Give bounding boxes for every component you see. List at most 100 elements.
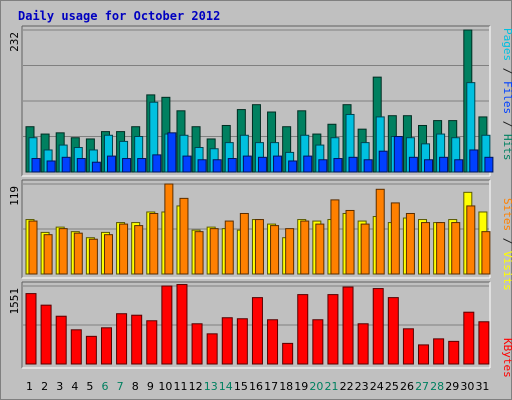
- bar-pages-day-28: [439, 156, 449, 173]
- bar-pages-day-11: [182, 155, 192, 173]
- bar-pages-day-16: [257, 156, 267, 173]
- panel-max-label: 119: [8, 186, 21, 206]
- bar-sites-day-2: [43, 234, 53, 275]
- bar-kbytes-day-6: [100, 327, 112, 365]
- bar-sites-day-5: [88, 238, 98, 275]
- legend-entry: /: [501, 61, 512, 81]
- legend-entry: Sites: [501, 198, 512, 231]
- x-tick-label: 15: [234, 380, 248, 393]
- bar-pages-day-8: [137, 158, 147, 173]
- legend-entry: Files: [501, 81, 512, 114]
- bar-pages-day-3: [61, 156, 71, 173]
- bar-pages-day-24: [378, 150, 388, 173]
- legend-entry: KBytes: [501, 338, 512, 378]
- bar-kbytes-day-1: [25, 293, 37, 365]
- bar-pages-day-30: [469, 149, 479, 173]
- bar-sites-day-9: [149, 212, 159, 275]
- bar-pages-day-17: [273, 155, 283, 173]
- bar-sites-day-31: [481, 231, 491, 275]
- x-axis-tick-labels: 1 2 3 4 5 6 7 8 9 10 11 12 13 14 15 16 17 18 19 20 21 22 23 24 2…: [26, 380, 489, 393]
- panel-series-legend: Sites / Visits: [501, 198, 512, 291]
- legend-entry: Visits: [501, 251, 512, 291]
- bar-sites-day-26: [405, 212, 415, 275]
- bar-kbytes-day-31: [478, 321, 490, 365]
- bar-kbytes-day-20: [312, 319, 324, 365]
- bar-sites-day-25: [390, 202, 400, 275]
- legend-entry: Hits: [501, 134, 512, 161]
- bar-sites-day-14: [224, 220, 234, 275]
- bar-pages-day-2: [46, 160, 56, 173]
- x-tick-label: 29: [445, 380, 459, 393]
- bar-kbytes-day-2: [40, 304, 52, 365]
- bar-pages-day-7: [122, 158, 132, 173]
- visits-panel: 119 Sites / Visits: [8, 179, 512, 291]
- bar-pages-day-19: [303, 155, 313, 173]
- bar-pages-day-12: [197, 159, 207, 173]
- hits-panel: 232 Pages / Files / Hits: [8, 25, 512, 177]
- bar-kbytes-day-5: [85, 335, 97, 365]
- bar-kbytes-day-23: [357, 323, 369, 365]
- bar-pages-day-14: [227, 158, 237, 173]
- bar-sites-day-16: [254, 219, 264, 275]
- bar-sites-day-18: [285, 228, 295, 275]
- bar-sites-day-12: [194, 231, 204, 275]
- panel-max-label: 1551: [8, 288, 21, 315]
- x-tick-label: 14: [219, 380, 233, 393]
- bar-pages-day-18: [288, 160, 298, 173]
- x-tick-label: 2: [41, 380, 48, 393]
- bar-sites-day-22: [345, 209, 355, 275]
- x-tick-label: 30: [460, 380, 474, 393]
- panel-series-legend: KBytes: [501, 338, 512, 378]
- bar-pages-day-23: [363, 159, 373, 173]
- bar-kbytes-day-29: [448, 340, 460, 365]
- bar-sites-day-4: [73, 232, 83, 275]
- x-tick-label: 23: [355, 380, 369, 393]
- chart-title: Daily usage for October 2012: [18, 9, 220, 23]
- x-tick-label: 8: [132, 380, 139, 393]
- x-tick-label: 16: [249, 380, 263, 393]
- bar-pages-day-31: [484, 156, 494, 173]
- bar-pages-day-13: [212, 159, 222, 173]
- bar-sites-day-24: [375, 188, 385, 275]
- chart-panels: 232 Pages / Files / Hits 119 Sites / Visits…: [8, 25, 512, 378]
- bar-sites-day-27: [421, 222, 431, 275]
- bar-pages-day-4: [76, 158, 86, 173]
- bar-kbytes-day-11: [176, 284, 188, 365]
- bar-kbytes-day-9: [146, 320, 158, 365]
- bar-sites-day-29: [451, 222, 461, 275]
- bar-pages-day-5: [91, 161, 101, 173]
- bar-sites-day-13: [209, 228, 219, 275]
- x-tick-label: 31: [475, 380, 489, 393]
- bar-pages-day-15: [242, 155, 252, 173]
- x-tick-label: 19: [294, 380, 308, 393]
- panel-series-legend: Pages / Files / Hits: [501, 28, 512, 161]
- legend-entry: /: [501, 114, 512, 134]
- bar-sites-day-1: [28, 220, 38, 275]
- x-tick-label: 7: [117, 380, 124, 393]
- bar-sites-day-8: [134, 225, 144, 275]
- x-tick-label: 18: [279, 380, 293, 393]
- bar-sites-day-28: [436, 222, 446, 275]
- x-tick-label: 11: [174, 380, 188, 393]
- bar-kbytes-day-19: [297, 294, 309, 365]
- bar-kbytes-day-24: [372, 288, 384, 365]
- x-tick-label: 26: [400, 380, 414, 393]
- x-tick-label: 17: [264, 380, 278, 393]
- x-tick-label: 22: [340, 380, 354, 393]
- bar-kbytes-day-27: [418, 344, 430, 365]
- bar-pages-day-9: [152, 154, 162, 173]
- bar-pages-day-1: [31, 158, 41, 173]
- x-tick-label: 5: [86, 380, 93, 393]
- x-tick-label: 24: [370, 380, 384, 393]
- bar-pages-day-26: [408, 156, 418, 173]
- bar-pages-day-27: [424, 159, 434, 173]
- x-tick-label: 1: [26, 380, 33, 393]
- bar-sites-day-21: [330, 199, 340, 275]
- bar-sites-day-6: [103, 234, 113, 275]
- bar-sites-day-7: [119, 223, 129, 275]
- bar-kbytes-day-26: [402, 328, 414, 365]
- x-tick-label: 4: [71, 380, 78, 393]
- bar-sites-day-3: [58, 228, 68, 275]
- x-tick-label: 20: [309, 380, 323, 393]
